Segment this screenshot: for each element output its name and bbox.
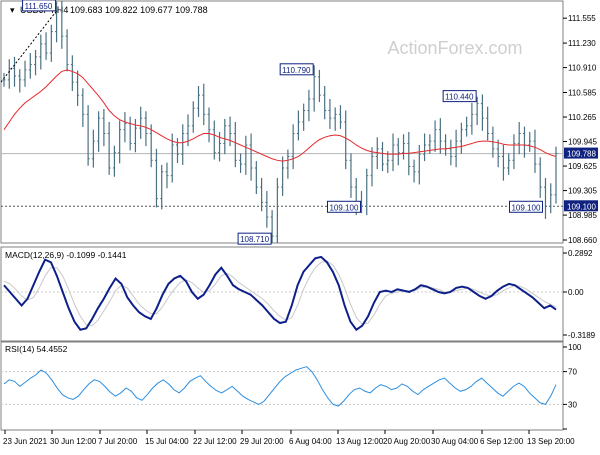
macd-series-layer — [1, 255, 563, 332]
level-label-box — [326, 200, 361, 213]
rsi-title: RSI(14) 54.4552 — [5, 344, 68, 354]
macd-tick-label: -0.3189 — [568, 331, 596, 340]
level-label: 109.100 — [329, 203, 358, 212]
rsi-tick-label: 100 — [568, 343, 582, 352]
macd-line — [3, 255, 557, 332]
trend-line — [1, 10, 57, 83]
level-label-box — [237, 232, 272, 245]
watermark: ActionForex.com — [387, 38, 522, 58]
rsi-tick-label: 30 — [568, 400, 577, 409]
macd-panel — [0, 246, 564, 342]
macd-tick-label: 0.00 — [568, 288, 584, 297]
x-tick-label: 20 Aug 20:00 — [383, 437, 431, 446]
price-panel — [0, 0, 564, 244]
x-tick-label: 13 Sep 20:00 — [527, 437, 575, 446]
level-label-box — [22, 0, 57, 12]
price-tick-label: 110.910 — [568, 64, 597, 73]
x-tick-label: 22 Jul 12:00 — [193, 437, 237, 446]
level-label: 108.710 — [240, 235, 269, 244]
x-tick-label: 6 Sep 12:00 — [480, 437, 524, 446]
grid-layer — [1, 153, 563, 207]
price-tick-label: 109.625 — [568, 162, 597, 171]
ohlc-values: 109.683 109.822 109.677 109.788 — [70, 5, 208, 15]
moving-average-line — [3, 69, 557, 162]
price-tick-label: 110.585 — [568, 89, 597, 98]
x-tick-label: 30 Aug 04:00 — [431, 437, 479, 446]
macd-signal-line — [3, 260, 557, 327]
price-tick-label: 109.305 — [568, 187, 597, 196]
price-series-layer — [1, 1, 558, 243]
x-tick-label: 30 Jun 12:00 — [50, 437, 97, 446]
annotation-layer: 111.650 110.790 108.710 109.100 110.440 109.1… — [22, 0, 543, 245]
rsi-line — [3, 366, 557, 407]
price-tick-label: 108.660 — [568, 236, 597, 245]
x-axis-labels: 23 Jun 2021 30 Jun 12:00 7 Jul 20:00 15 Jul… — [3, 430, 575, 446]
x-tick-label: 15 Jul 04:00 — [145, 437, 189, 446]
x-tick-label: 7 Jul 20:00 — [98, 437, 138, 446]
macd-title: MACD(12,26,9) -0.1099 -0.1441 — [5, 250, 127, 260]
rsi-series-layer — [1, 366, 563, 407]
level-label: 110.790 — [282, 66, 311, 75]
level-label: 111.650 — [25, 2, 53, 11]
x-tick-label: 29 Jul 20:00 — [240, 437, 284, 446]
level-label-box — [279, 63, 314, 76]
price-tick-label: 108.985 — [568, 211, 597, 220]
x-tick-label: 6 Aug 04:00 — [289, 437, 332, 446]
level-label-box — [442, 90, 477, 103]
support-price-tag: 109.100 — [567, 202, 596, 211]
level-label: 110.440 — [445, 93, 474, 102]
y-axis-labels: 111.555 111.230 110.910 110.585 110.265 109.9… — [563, 14, 598, 430]
macd-tick-label: 0.2892 — [568, 249, 593, 258]
price-tick-label: 111.555 — [568, 14, 596, 23]
level-label: 109.100 — [511, 203, 540, 212]
rsi-panel — [0, 341, 564, 431]
price-tick-label: 109.945 — [568, 138, 597, 147]
current-price-tag: 109.788 — [567, 150, 596, 159]
price-tick-label: 111.230 — [568, 39, 596, 48]
support-price-tag-bg — [564, 200, 598, 212]
x-tick-label: 23 Jun 2021 — [3, 437, 48, 446]
level-label-box — [508, 200, 543, 213]
header-dropdown-icon[interactable]: ▾ — [10, 5, 15, 15]
current-price-tag-bg — [564, 147, 598, 159]
price-tick-label: 110.265 — [568, 113, 597, 122]
rsi-tick-label: 70 — [568, 368, 577, 377]
x-tick-label: 13 Aug 12:00 — [336, 437, 384, 446]
